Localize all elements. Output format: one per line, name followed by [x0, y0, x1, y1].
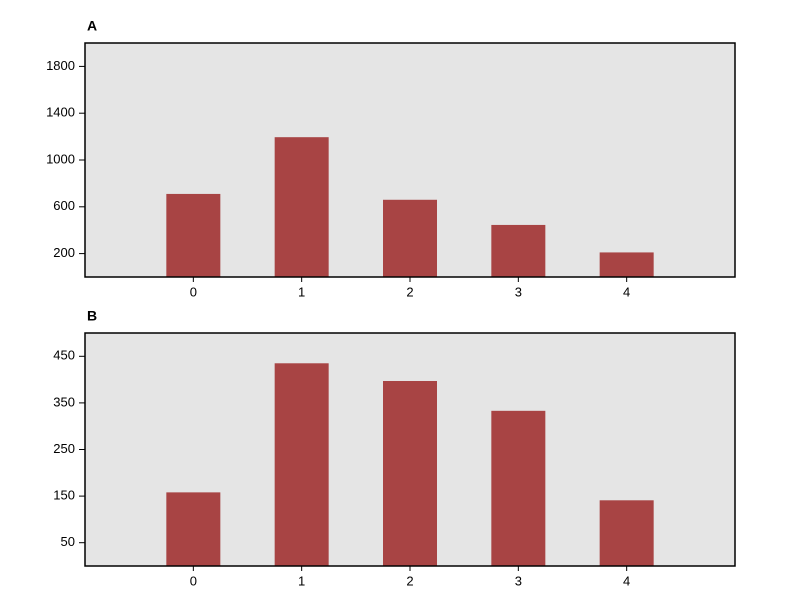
bar — [166, 193, 221, 277]
y-tick-label: 150 — [53, 488, 75, 503]
x-tick-label: 1 — [298, 284, 305, 299]
y-tick-label: 250 — [53, 441, 75, 456]
x-tick-label: 2 — [406, 284, 413, 299]
plot-frame — [84, 332, 736, 567]
x-tick-label: 1 — [298, 573, 305, 588]
y-tick-label: 1400 — [46, 105, 75, 120]
bar — [274, 137, 329, 277]
y-tick-label: 200 — [53, 245, 75, 260]
bar — [599, 252, 654, 277]
bar — [274, 363, 329, 566]
x-tick-label: 4 — [623, 573, 630, 588]
bar — [491, 410, 546, 566]
y-tick-label: 50 — [61, 534, 75, 549]
x-tick-label: 0 — [190, 284, 197, 299]
bar — [166, 492, 221, 566]
y-tick-label: 350 — [53, 394, 75, 409]
bar — [383, 380, 437, 566]
bar — [599, 500, 654, 566]
x-tick-label: 4 — [623, 284, 630, 299]
bar — [491, 224, 546, 277]
x-tick-label: 3 — [515, 573, 522, 588]
y-tick-label: 450 — [53, 348, 75, 363]
plot-frame — [84, 42, 736, 278]
y-tick-label: 600 — [53, 198, 75, 213]
y-tick-label: 1800 — [46, 58, 75, 73]
y-tick-label: 1000 — [46, 151, 75, 166]
bar — [383, 199, 437, 277]
x-tick-label: 0 — [190, 573, 197, 588]
x-tick-label: 2 — [406, 573, 413, 588]
panel-title: A — [87, 18, 97, 34]
panel-title: B — [87, 308, 97, 324]
x-tick-label: 3 — [515, 284, 522, 299]
